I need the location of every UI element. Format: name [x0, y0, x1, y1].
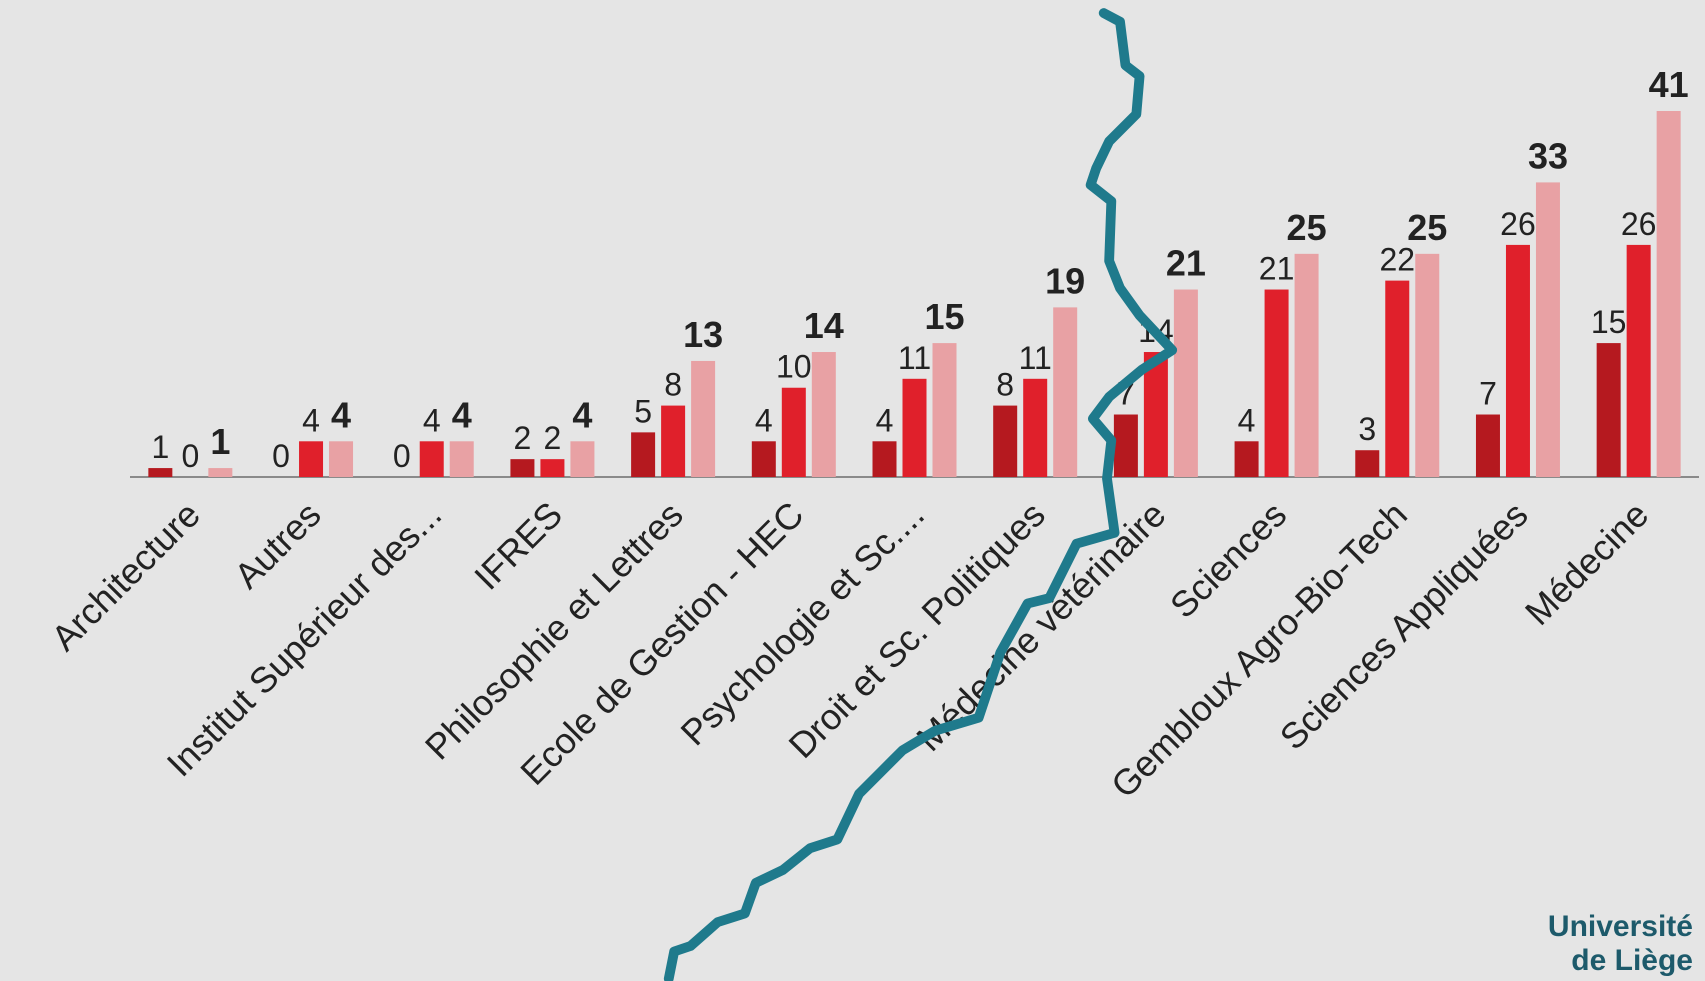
- value-label: 26: [1621, 206, 1657, 242]
- value-label: 4: [302, 402, 320, 438]
- bar: [1113, 414, 1138, 477]
- bar: [1505, 244, 1530, 477]
- bar: [1596, 343, 1621, 477]
- bar: [570, 441, 595, 477]
- bar: [1656, 111, 1681, 477]
- value-label: 4: [572, 394, 592, 435]
- value-label: 8: [996, 367, 1014, 403]
- value-label: 0: [393, 438, 411, 474]
- bar: [691, 360, 716, 477]
- bar: [932, 343, 957, 477]
- bar: [872, 441, 897, 477]
- bar: [1355, 450, 1380, 477]
- bar: [1234, 441, 1259, 477]
- bar: [1385, 280, 1410, 477]
- value-label: 13: [683, 314, 723, 355]
- bar: [1264, 289, 1289, 477]
- value-label: 21: [1259, 251, 1295, 287]
- river-decoration: [663, 8, 1178, 981]
- value-label: 19: [1045, 260, 1085, 301]
- bar: [540, 459, 565, 477]
- bar: [1173, 289, 1198, 477]
- value-label: 15: [924, 296, 964, 337]
- value-label: 8: [664, 367, 682, 403]
- bar: [208, 468, 233, 477]
- value-label: 4: [423, 402, 441, 438]
- value-label: 11: [1019, 340, 1052, 376]
- value-label: 15: [1591, 304, 1627, 340]
- value-label: 4: [876, 402, 894, 438]
- bar: [1023, 378, 1048, 477]
- value-label: 5: [634, 393, 652, 429]
- bar: [299, 441, 324, 477]
- value-label: 33: [1528, 135, 1568, 176]
- value-label: 1: [151, 429, 169, 465]
- river-line: [663, 8, 1178, 981]
- value-label: 1: [210, 421, 230, 462]
- value-label: 25: [1407, 207, 1447, 248]
- bar: [1053, 307, 1078, 477]
- bar: [661, 405, 686, 477]
- value-label: 10: [776, 349, 812, 385]
- bar: [510, 459, 535, 477]
- bar: [1626, 244, 1651, 477]
- value-label: 0: [272, 438, 290, 474]
- value-label: 2: [514, 420, 532, 456]
- value-label: 4: [452, 394, 472, 435]
- value-label: 7: [1479, 376, 1497, 412]
- value-label: 4: [755, 402, 773, 438]
- bar: [751, 441, 776, 477]
- bar: [329, 441, 354, 477]
- bar: [811, 352, 836, 477]
- bar: [631, 432, 656, 477]
- logo-line: de Liège: [1571, 944, 1693, 977]
- value-label: 41: [1649, 64, 1689, 105]
- bar: [148, 468, 173, 477]
- value-label: 22: [1379, 242, 1415, 278]
- bar: [1294, 253, 1319, 477]
- value-label: 26: [1500, 206, 1536, 242]
- bar: [1535, 182, 1560, 478]
- bar: [902, 378, 927, 477]
- value-label: 11: [898, 340, 931, 376]
- bar: [1475, 414, 1500, 477]
- value-label: 21: [1166, 243, 1206, 284]
- bar: [1143, 352, 1168, 477]
- bar: [449, 441, 474, 477]
- value-label: 14: [804, 305, 844, 346]
- value-label: 3: [1358, 411, 1376, 447]
- logo-line: Université: [1548, 910, 1693, 943]
- value-label: 2: [544, 420, 562, 456]
- bar: [993, 405, 1018, 477]
- bar: [1415, 253, 1440, 477]
- value-label: 4: [1238, 402, 1256, 438]
- value-label: 4: [331, 394, 351, 435]
- value-label: 25: [1287, 207, 1327, 248]
- bar: [781, 387, 806, 477]
- value-label: 0: [181, 438, 199, 474]
- bar: [419, 441, 444, 477]
